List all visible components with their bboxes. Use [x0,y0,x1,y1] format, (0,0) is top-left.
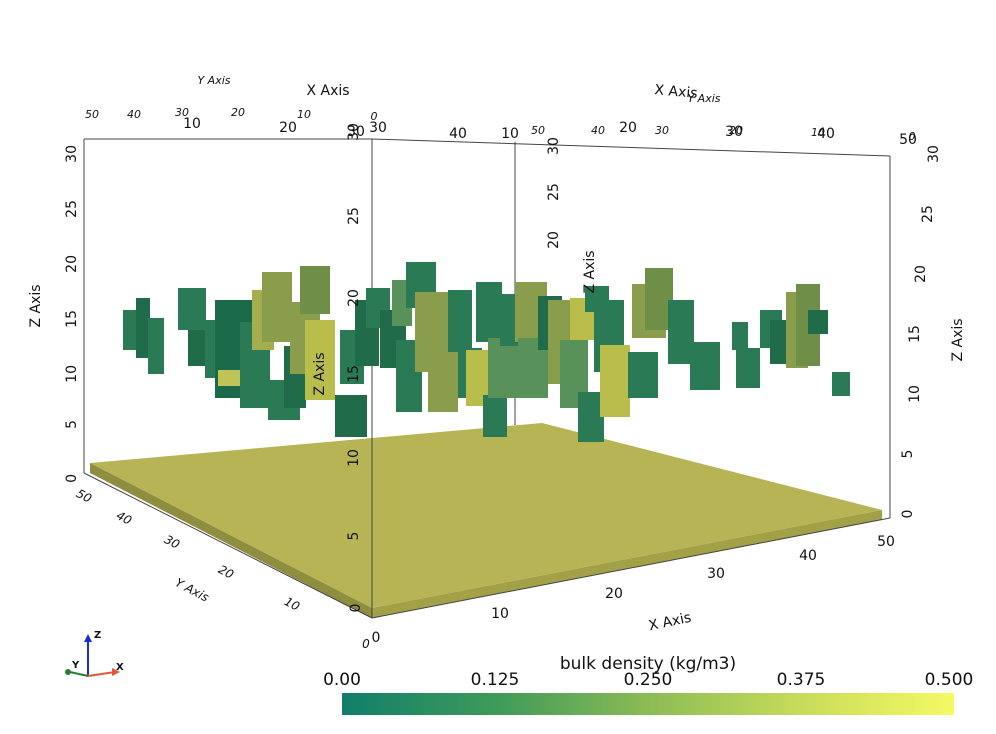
right-z-tick: 5 [900,450,916,459]
right-z-tick: 15 [907,325,923,343]
front-x-tick: 20 [605,586,623,602]
top-y-tick: 40 [591,124,605,137]
back-z-axis-title: Z Axis [582,250,598,293]
left-z-tick: 15 [64,310,80,328]
colorbar-gradient [342,693,954,715]
x-axis-arrow [87,671,116,677]
left-z-ticks: 0 5 10 15 20 25 30 Z Axis [28,145,80,483]
left-z-tick: 30 [64,145,80,163]
top-y-tick: 0 [909,130,916,143]
front-x-tick: 50 [877,534,895,550]
top-y-tick: 0 [371,110,378,123]
top-x-tick: 20 [619,120,637,136]
left-z-tick: 5 [64,420,80,429]
front-x-tick: 40 [799,548,817,564]
right-z-tick: 25 [920,205,936,223]
colorbar-tick: 0.250 [623,670,673,690]
back-z-ticks: 30 25 20 Z Axis [546,137,598,293]
front-x-axis-title: X Axis [647,610,692,635]
back-z-tick: 20 [546,231,562,249]
right-z-axis-title: Z Axis [950,318,966,361]
front-y-tick: 10 [282,594,302,614]
front-x-tick: 30 [707,566,725,582]
front-x-tick: 0 [372,630,381,646]
right-z-tick: 20 [913,265,929,283]
top-y-tick: 30 [175,106,189,119]
top-y-axis-title: Y Axis [197,74,230,87]
right-z-ticks: 0 5 10 15 20 25 30 Z Axis [900,145,966,518]
top-x-tick: 50 [899,132,917,148]
right-z-tick: 10 [907,385,923,403]
left-z-tick: 25 [64,200,80,218]
inner-z-tick: 15 [346,365,362,383]
colorbar-ticks: 0.00 0.125 0.250 0.375 0.500 [323,670,973,692]
left-z-tick: 0 [64,474,80,483]
top-x-tick: 10 [501,126,519,142]
orientation-x-label: X [116,662,124,673]
left-z-tick: 20 [64,255,80,273]
top-y-tick: 30 [655,124,669,137]
top-x-axis-title: X Axis [654,82,698,102]
top-x-axis-title: X Axis [306,83,349,99]
inner-z-tick: 25 [346,207,362,225]
bounding-box [83,138,891,619]
front-y-tick: 30 [162,532,182,552]
top-x-tick: 30 [725,124,743,140]
front-y-tick: 0 [362,637,370,651]
front-x-tick: 10 [491,606,509,622]
inner-z-tick: 30 [346,123,362,141]
inner-z-ticks: 0 5 10 15 20 25 30 Z Axis [312,123,364,612]
colorbar-tick: 0.500 [924,670,974,690]
inner-z-tick: 0 [348,604,364,613]
colorbar-tick: 0.375 [776,670,826,690]
inner-z-axis-title: Z Axis [312,352,328,395]
colorbar-tick: 0.00 [323,670,361,690]
colorbar-title: bulk density (kg/m3) [559,654,737,674]
top-x-tick: 40 [449,126,467,142]
top-y-tick: 50 [531,124,545,137]
y-arrow-head-icon [65,669,71,675]
top-x-tick: 20 [279,120,297,136]
orientation-z-label: Z [94,630,101,641]
colorbar-tick: 0.125 [470,670,520,690]
y-axis-arrow [69,671,89,677]
inner-z-tick: 5 [346,532,362,541]
z-arrow-head-icon [84,634,92,642]
top-x-tick: 10 [183,116,201,132]
top-y-axis-title: Y Axis [687,92,720,105]
inner-z-tick: 20 [346,289,362,307]
top-y-tick: 40 [127,108,141,121]
top-y-tick: 20 [231,106,245,119]
back-z-tick: 30 [546,137,562,155]
top-y-tick: 10 [297,108,311,121]
front-y-tick: 20 [216,562,236,582]
orientation-widget: Z X Y [65,630,124,677]
top-y-ticks: 50 40 30 20 10 0 Y Axis 50 40 30 20 10 0… [85,74,916,143]
back-z-tick: 25 [546,183,562,201]
left-z-axis-title: Z Axis [28,284,44,327]
top-x-tick: 40 [817,126,835,142]
voxel-clusters [123,262,850,442]
front-y-ticks: 0 10 20 30 40 50 Y Axis [74,486,370,651]
orientation-y-label: Y [71,660,80,671]
top-y-tick: 10 [811,126,825,139]
top-y-tick: 50 [85,108,99,121]
inner-z-tick: 10 [346,449,362,467]
top-y-tick: 20 [729,124,743,137]
front-y-tick: 40 [114,508,134,528]
top-x-tick: 30 [347,124,365,140]
x-arrow-head-icon [112,668,120,676]
right-z-tick: 0 [900,510,916,519]
top-x-tick: 30 [369,120,387,136]
top-x-ticks: 10 20 30 30 40 10 20 30 40 50 X Axis X A… [183,82,917,148]
front-y-axis-title: Y Axis [173,575,211,604]
ground-slab [90,423,882,618]
left-z-tick: 10 [64,365,80,383]
front-y-tick: 50 [74,486,94,506]
right-z-tick: 30 [926,145,942,163]
